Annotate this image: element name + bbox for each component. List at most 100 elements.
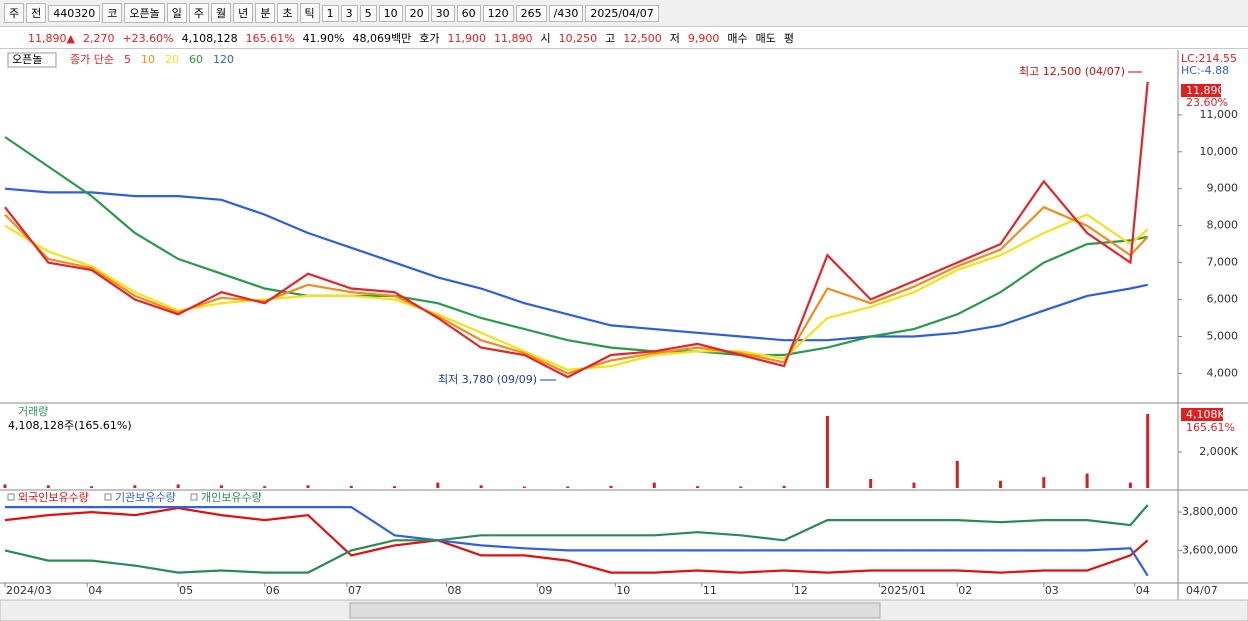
toolbar-button[interactable]: 코 (102, 3, 123, 23)
chart: 4,000 5,000 6,000 7,000 8,000 9,000 10,000 11,0… (0, 50, 1248, 621)
toolbar-button[interactable]: 분 (255, 3, 276, 23)
volume-bar (1042, 477, 1046, 488)
x-tick-label: 2024/03 (6, 584, 52, 597)
x-tick-label: 05 (179, 584, 193, 597)
y-tick-label: 9,000 (1207, 182, 1239, 195)
toolbar-button[interactable]: 120 (482, 4, 514, 22)
toolbar-button[interactable]: 월 (211, 3, 232, 23)
info-field: 평 (783, 32, 794, 45)
legend-entry: 120 (213, 53, 234, 66)
toolbar-button[interactable]: 440320 (48, 4, 101, 22)
legend-entry: 5 (124, 53, 131, 66)
volume-bar (176, 484, 180, 488)
volume-bar (869, 478, 873, 488)
toolbar-button[interactable]: 2025/04/07 (585, 4, 659, 22)
y-tick-label: 10,000 (1200, 145, 1239, 158)
volume-bar (306, 485, 310, 488)
info-field: 9,900 (687, 31, 720, 45)
toolbar-button[interactable]: 3 (340, 4, 358, 22)
toolbar-button[interactable]: 20 (404, 4, 429, 22)
x-tick-label: 04 (1136, 584, 1150, 597)
x-tick-label: 11 (703, 584, 717, 597)
toolbar-button[interactable]: 10 (378, 4, 403, 22)
x-tick-label: 12 (794, 584, 808, 597)
legend-title: 종가 단순 (70, 53, 114, 66)
volume-bar (999, 480, 1003, 488)
legend-swatch (7, 493, 15, 501)
volume-bar (436, 482, 440, 488)
series-line (5, 506, 1149, 577)
legend-entry: 개인보유수량 (201, 491, 262, 504)
volume-bar (522, 486, 526, 488)
volume-bar (652, 482, 656, 488)
toolbar-button[interactable]: 주 (4, 3, 25, 23)
info-bar: 11,890▲ 2,270 +23.60% 4,108,128 165.61% 41.90… (0, 28, 1248, 49)
info-field: 165.61% (245, 31, 295, 45)
legend-swatch (190, 493, 198, 501)
toolbar-button[interactable]: 1 (321, 4, 339, 22)
volume-title: 거래량 (18, 405, 48, 418)
y-tick-label: 7,000 (1207, 256, 1239, 269)
volume-bar (955, 460, 959, 488)
series-line (4, 81, 1149, 379)
stock-name: 오픈놀 (12, 53, 42, 66)
info-field: 11,900 (447, 31, 487, 45)
volume-bar (1085, 473, 1089, 488)
info-field: 11,890 (494, 31, 533, 45)
toolbar-button[interactable]: 60 (456, 4, 481, 22)
volume-bar (349, 485, 353, 488)
y-tick-label: 4,000 (1207, 366, 1239, 379)
y-tick-label: 3,600,000 (1182, 543, 1238, 556)
volume-bar (263, 486, 267, 488)
info-field: 10,250 (558, 31, 598, 45)
x-tick-label: 06 (266, 584, 280, 597)
info-field: 12,500 (623, 31, 662, 45)
volume-bar (782, 485, 786, 488)
info-field: 11,890▲ (28, 31, 75, 45)
toolbar-button[interactable]: 30 (430, 4, 455, 22)
toolbar: 주 전 440320 코 오픈놀 일 주 월 년 분 초 틱 1 3 5 10 20 30 60 120 265/430… (0, 0, 1248, 27)
toolbar-button[interactable]: 년 (233, 3, 254, 23)
info-field: 2,270 (82, 31, 115, 45)
volume-bar (46, 485, 50, 488)
x-tick-label: 03 (1045, 584, 1059, 597)
last-date: 04/07 (1186, 584, 1218, 597)
lc-label: LC:214.55 (1181, 52, 1237, 65)
series-line (4, 504, 1149, 574)
series-line (4, 187, 1148, 342)
x-tick-label: 07 (348, 584, 362, 597)
info-field: 호가 (419, 32, 440, 45)
toolbar-button[interactable]: 5 (359, 4, 377, 22)
legend-swatch (104, 493, 112, 501)
info-field: 48,069백만 (352, 32, 412, 45)
volume-bar (479, 485, 483, 488)
y-tick-label: 8,000 (1207, 219, 1239, 232)
hc-label: HC:-4.88 (1181, 64, 1229, 77)
x-tick-label: 09 (538, 584, 552, 597)
volume-bar (133, 485, 137, 488)
toolbar-button[interactable]: 일 (166, 3, 187, 23)
toolbar-button[interactable]: /430 (548, 4, 584, 22)
toolbar-button[interactable]: 전 (26, 3, 47, 23)
info-field: 매도 (755, 32, 776, 45)
last-change: 23.60% (1186, 96, 1228, 109)
info-field: 41.90% (302, 31, 345, 45)
x-tick-label: 04 (88, 584, 102, 597)
volume-bar (912, 482, 916, 488)
last-ratio: 165.61% (1186, 421, 1235, 434)
volume-bar (219, 485, 223, 488)
y-tick-label: 2,000K (1199, 445, 1238, 458)
scroll-thumb[interactable] (349, 602, 881, 619)
last-price-box (1181, 84, 1221, 97)
last-volume-box (1181, 408, 1223, 421)
volume-bar (1146, 413, 1150, 488)
toolbar-button[interactable]: 주 (188, 3, 209, 23)
legend-entry: 기관보유수량 (115, 491, 176, 504)
series-line (4, 136, 1148, 357)
toolbar-button[interactable]: 초 (277, 3, 298, 23)
toolbar-button[interactable]: 265 (515, 4, 547, 22)
x-tick-label: 10 (616, 584, 630, 597)
toolbar-button[interactable]: 오픈놀 (124, 3, 165, 23)
toolbar-button[interactable]: 틱 (299, 3, 320, 23)
